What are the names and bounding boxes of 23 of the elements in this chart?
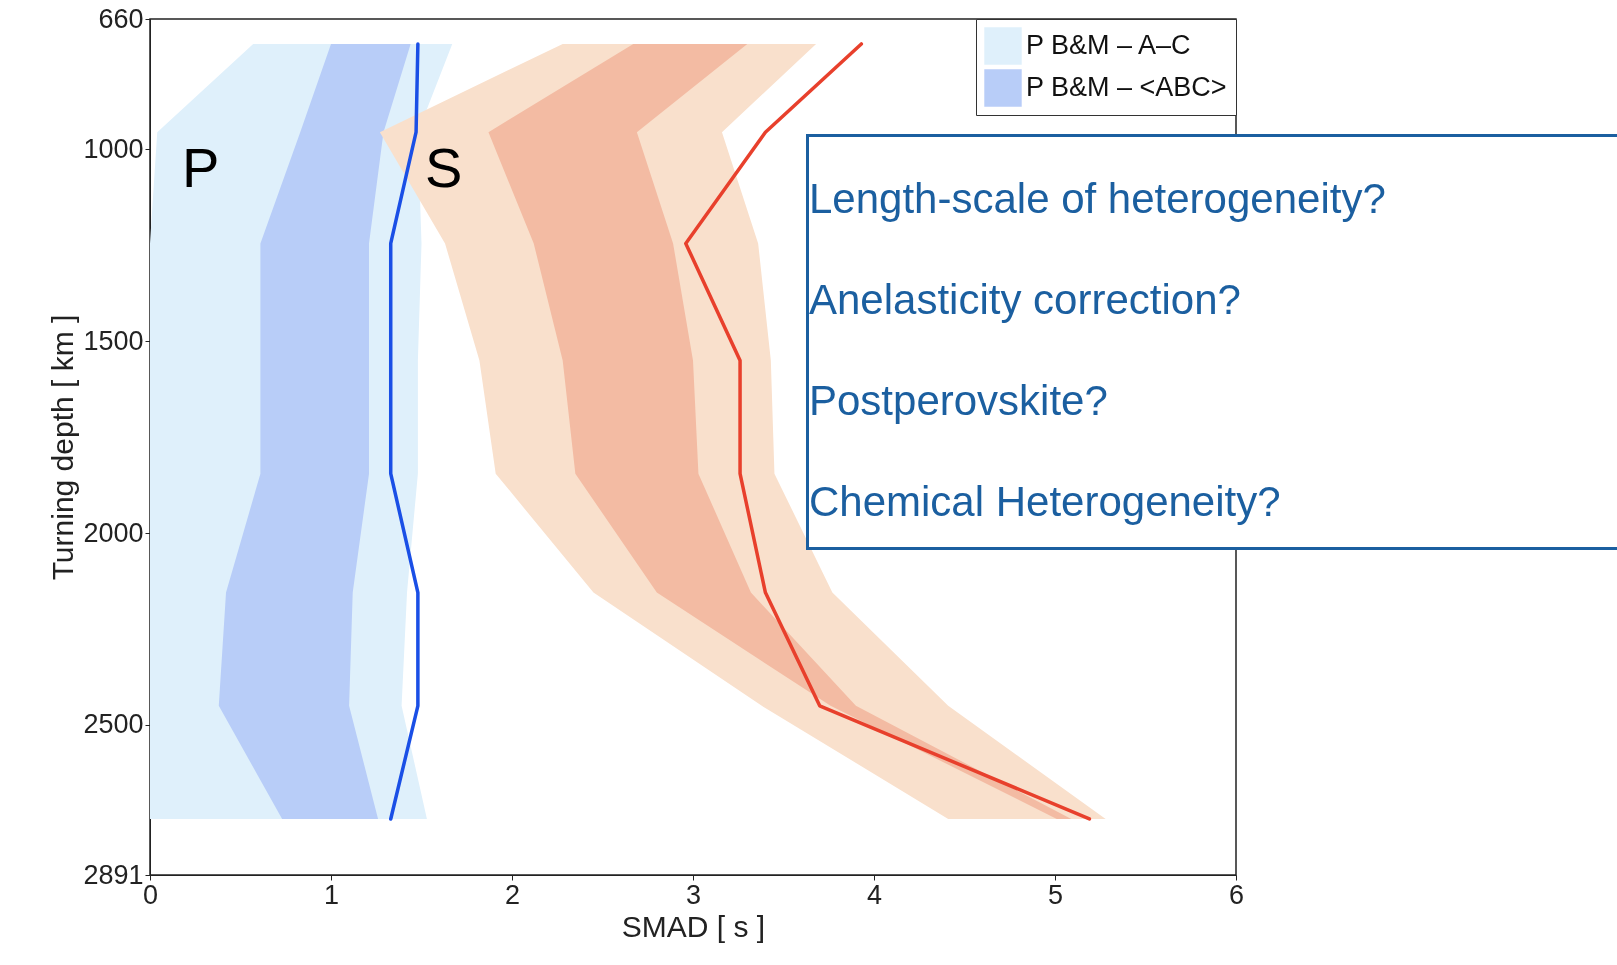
x-axis-title: SMAD [ s ] [621, 909, 766, 943]
x-tick-label: 2 [504, 879, 521, 910]
x-tick-label: 5 [1047, 879, 1064, 910]
y-tick-label: 2000 [83, 517, 144, 548]
y-tick-label: 2500 [83, 709, 144, 740]
annotation: Postperovskite? [809, 377, 1108, 425]
y-tick-label: 1500 [83, 325, 144, 356]
annotation: P [182, 136, 220, 199]
x-tick-label: 4 [866, 879, 883, 910]
annotation: Chemical Heterogeneity? [809, 478, 1281, 526]
x-tick-label: 1 [323, 879, 340, 910]
y-axis-title: Turning depth [ km ] [46, 314, 80, 581]
x-tick-label: 3 [685, 879, 702, 910]
annotation: Anelasticity correction? [809, 276, 1241, 324]
x-tick-label: 6 [1228, 879, 1245, 910]
annotation: Length-scale of heterogeneity? [809, 175, 1386, 223]
x-tick-label: 0 [142, 879, 159, 910]
legend-label: P B&M – <ABC> [1026, 72, 1227, 102]
y-tick-label: 1000 [83, 133, 144, 164]
annotation: S [425, 136, 463, 199]
legend-label: P B&M – A–C [1026, 30, 1191, 60]
y-tick-label: 2891 [83, 859, 144, 890]
y-tick-label: 660 [98, 3, 144, 34]
